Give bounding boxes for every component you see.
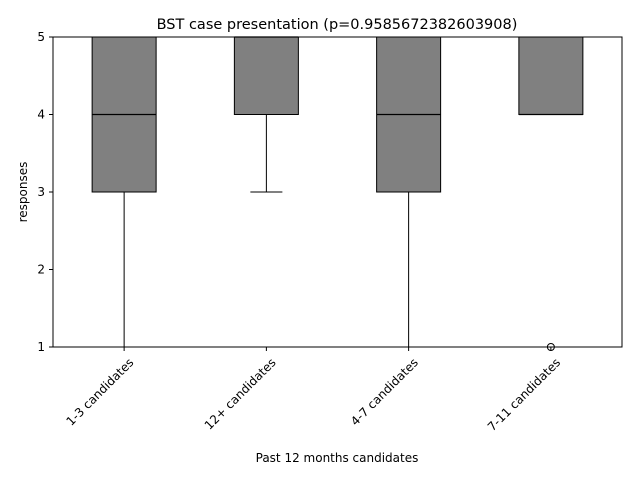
- y-axis-label: responses: [16, 162, 30, 223]
- y-tick-label: 3: [37, 185, 45, 199]
- y-tick-label: 5: [37, 30, 45, 44]
- x-tick-label: 4-7 candidates: [348, 355, 421, 428]
- box: [233, 36, 299, 115]
- plot-area: 1 2 3 4 5 1-3 candidates 12+ candidates 4-7 can…: [37, 30, 623, 434]
- y-tick-label: 4: [37, 108, 45, 122]
- chart-title: BST case presentation (p=0.9585672382603…: [157, 17, 518, 33]
- x-axis-label: Past 12 months candidates: [256, 451, 419, 465]
- x-tick-label: 1-3 candidates: [63, 355, 136, 428]
- box: [518, 36, 584, 115]
- x-tick-label: 7-11 candidates: [485, 355, 563, 433]
- y-tick-label: 1: [37, 340, 45, 354]
- y-tick-label: 2: [37, 263, 45, 277]
- x-tick-label: 12+ candidates: [202, 355, 279, 432]
